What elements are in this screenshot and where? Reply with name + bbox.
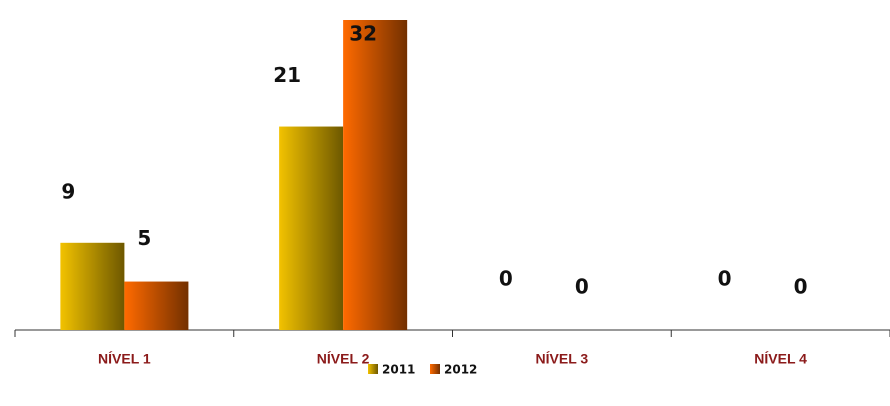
value-label: 21 — [273, 63, 301, 87]
value-label: 9 — [61, 179, 75, 203]
legend-label: 2011 — [382, 363, 415, 377]
x-tick-label: NÍVEL 4 — [754, 351, 807, 367]
value-label: 5 — [137, 226, 151, 250]
bar-shade — [343, 20, 408, 330]
bar-shade — [124, 281, 189, 330]
legend-swatch-shade — [368, 364, 378, 374]
value-label: 0 — [794, 275, 808, 299]
x-tick-label: NÍVEL 3 — [536, 351, 589, 367]
legend-swatch-shade — [430, 364, 440, 374]
value-label: 0 — [575, 275, 589, 299]
value-label: 32 — [349, 22, 377, 46]
value-label: 0 — [718, 267, 732, 291]
bar-shade — [279, 126, 344, 330]
bar-shade — [60, 242, 125, 330]
value-label: 0 — [499, 267, 513, 291]
legend-label: 2012 — [444, 363, 477, 377]
x-tick-label: NÍVEL 2 — [317, 351, 370, 367]
x-tick-label: NÍVEL 1 — [98, 351, 151, 367]
